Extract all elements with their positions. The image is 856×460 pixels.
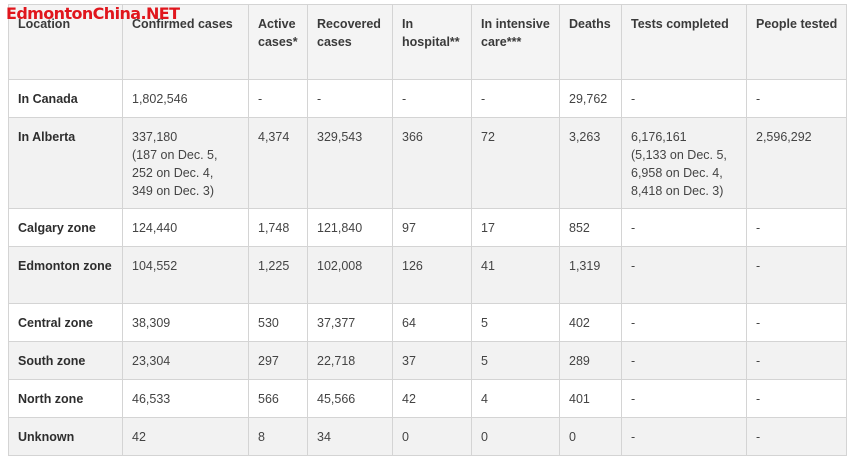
cell-deaths: 1,319 [559, 246, 622, 304]
header-people-tested: People tested [746, 4, 847, 80]
cell-hospital: 42 [392, 379, 472, 418]
cell-tests: - [621, 341, 747, 380]
cell-confirmed: 337,180 (187 on Dec. 5, 252 on Dec. 4, 3… [122, 117, 249, 209]
cell-hospital: 126 [392, 246, 472, 304]
confirmed-note: 349 on Dec. 3) [132, 184, 214, 198]
cell-confirmed: 46,533 [122, 379, 249, 418]
cell-icu: 0 [471, 417, 560, 456]
header-in-hospital: In hospital** [392, 4, 472, 80]
cell-tests: - [621, 208, 747, 247]
cell-recovered: 329,543 [307, 117, 393, 209]
cell-recovered: 102,008 [307, 246, 393, 304]
cell-people-tested: 2,596,292 [746, 117, 847, 209]
table-row: Calgary zone 124,440 1,748 121,840 97 17… [8, 208, 847, 247]
cell-deaths: 402 [559, 303, 622, 342]
cell-location: Central zone [8, 303, 123, 342]
tests-note: (5,133 on Dec. 5, [631, 148, 727, 162]
cell-location: Edmonton zone [8, 246, 123, 304]
table-row: Edmonton zone 104,552 1,225 102,008 126 … [8, 246, 847, 304]
header-recovered-cases: Recovered cases [307, 4, 393, 80]
cell-confirmed: 23,304 [122, 341, 249, 380]
cell-deaths: 0 [559, 417, 622, 456]
cell-icu: 72 [471, 117, 560, 209]
tests-note: 6,958 on Dec. 4, [631, 166, 723, 180]
cell-tests: 6,176,161 (5,133 on Dec. 5, 6,958 on Dec… [621, 117, 747, 209]
cell-people-tested: - [746, 208, 847, 247]
cell-icu: 4 [471, 379, 560, 418]
cell-active: 297 [248, 341, 308, 380]
cell-tests: - [621, 417, 747, 456]
cell-recovered: 22,718 [307, 341, 393, 380]
cell-active: 566 [248, 379, 308, 418]
confirmed-note: 252 on Dec. 4, [132, 166, 214, 180]
cell-active: 4,374 [248, 117, 308, 209]
cell-active: - [248, 79, 308, 118]
cell-icu: 5 [471, 303, 560, 342]
cell-people-tested: - [746, 379, 847, 418]
cell-active: 1,748 [248, 208, 308, 247]
cell-recovered: - [307, 79, 393, 118]
cell-hospital: 0 [392, 417, 472, 456]
table-row: In Canada 1,802,546 - - - - 29,762 - - [8, 79, 847, 118]
cell-hospital: - [392, 79, 472, 118]
cell-hospital: 37 [392, 341, 472, 380]
cell-deaths: 852 [559, 208, 622, 247]
table-row: Central zone 38,309 530 37,377 64 5 402 … [8, 303, 847, 342]
covid-stats-table: Location Confirmed cases Active cases* R… [8, 4, 847, 456]
cell-people-tested: - [746, 246, 847, 304]
header-location: Location [8, 4, 123, 80]
table-row: In Alberta 337,180 (187 on Dec. 5, 252 o… [8, 117, 847, 209]
cell-recovered: 45,566 [307, 379, 393, 418]
confirmed-total: 337,180 [132, 130, 178, 144]
watermark-logo: EdmontonChina.NET [6, 4, 180, 23]
cell-people-tested: - [746, 341, 847, 380]
cell-active: 1,225 [248, 246, 308, 304]
cell-recovered: 34 [307, 417, 393, 456]
cell-location: North zone [8, 379, 123, 418]
cell-icu: 17 [471, 208, 560, 247]
cell-confirmed: 1,802,546 [122, 79, 249, 118]
cell-icu: 5 [471, 341, 560, 380]
table-header-row: Location Confirmed cases Active cases* R… [8, 4, 847, 80]
cell-recovered: 121,840 [307, 208, 393, 247]
cell-people-tested: - [746, 417, 847, 456]
cell-recovered: 37,377 [307, 303, 393, 342]
cell-tests: - [621, 79, 747, 118]
cell-location: In Alberta [8, 117, 123, 209]
cell-hospital: 97 [392, 208, 472, 247]
table-row: Unknown 42 8 34 0 0 0 - - [8, 417, 847, 456]
header-active-cases: Active cases* [248, 4, 308, 80]
cell-active: 8 [248, 417, 308, 456]
cell-people-tested: - [746, 79, 847, 118]
cell-people-tested: - [746, 303, 847, 342]
cell-deaths: 3,263 [559, 117, 622, 209]
tests-total: 6,176,161 [631, 130, 687, 144]
confirmed-note: (187 on Dec. 5, [132, 148, 218, 162]
cell-tests: - [621, 246, 747, 304]
cell-hospital: 64 [392, 303, 472, 342]
cell-tests: - [621, 303, 747, 342]
tests-note: 8,418 on Dec. 3) [631, 184, 724, 198]
cell-icu: - [471, 79, 560, 118]
cell-deaths: 289 [559, 341, 622, 380]
header-deaths: Deaths [559, 4, 622, 80]
cell-location: South zone [8, 341, 123, 380]
cell-deaths: 29,762 [559, 79, 622, 118]
cell-confirmed: 124,440 [122, 208, 249, 247]
cell-active: 530 [248, 303, 308, 342]
cell-confirmed: 104,552 [122, 246, 249, 304]
cell-location: In Canada [8, 79, 123, 118]
cell-deaths: 401 [559, 379, 622, 418]
cell-hospital: 366 [392, 117, 472, 209]
cell-tests: - [621, 379, 747, 418]
header-in-intensive-care: In intensive care*** [471, 4, 560, 80]
table-row: North zone 46,533 566 45,566 42 4 401 - … [8, 379, 847, 418]
header-tests-completed: Tests completed [621, 4, 747, 80]
cell-confirmed: 42 [122, 417, 249, 456]
cell-location: Unknown [8, 417, 123, 456]
cell-icu: 41 [471, 246, 560, 304]
cell-confirmed: 38,309 [122, 303, 249, 342]
cell-location: Calgary zone [8, 208, 123, 247]
table-row: South zone 23,304 297 22,718 37 5 289 - … [8, 341, 847, 380]
